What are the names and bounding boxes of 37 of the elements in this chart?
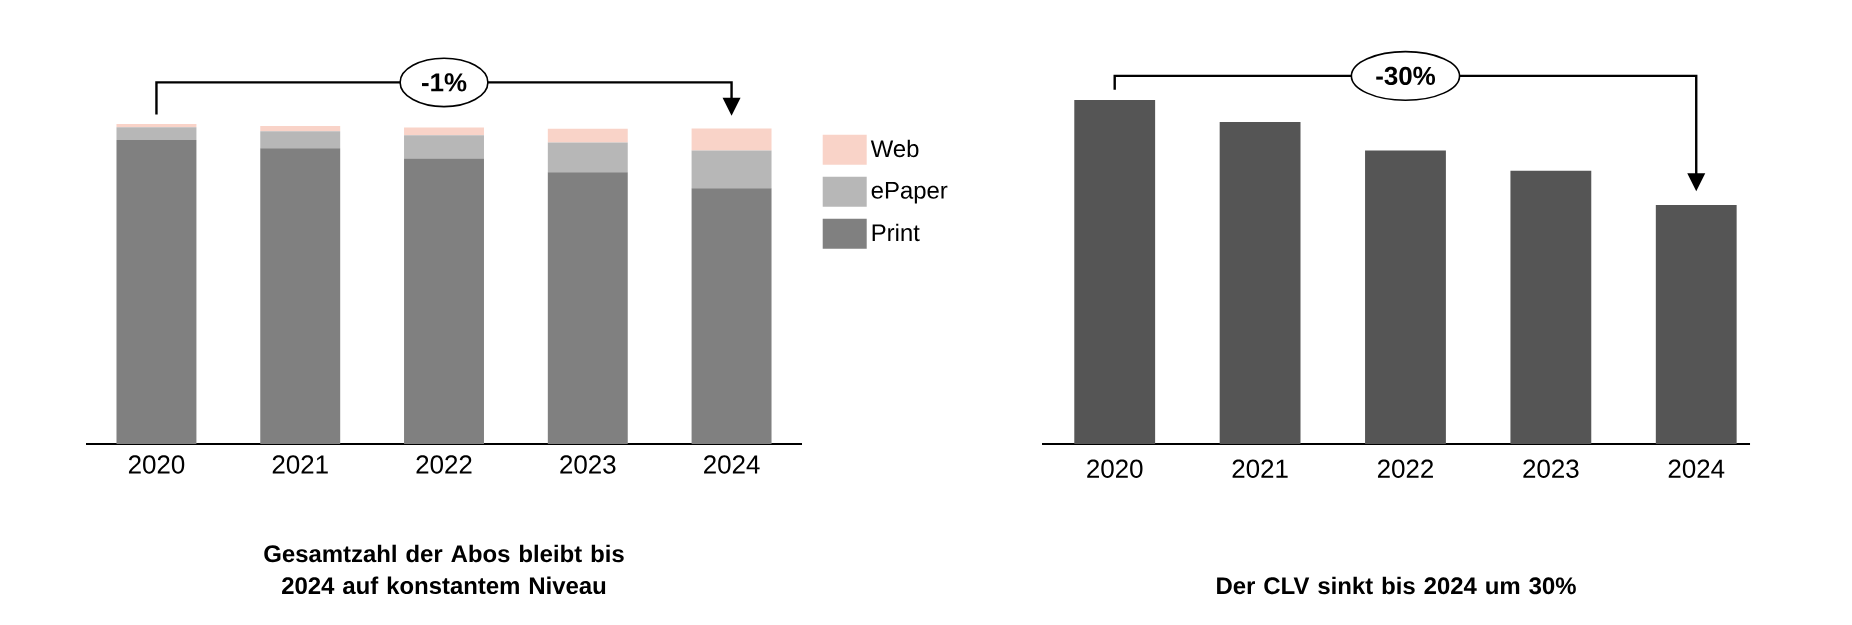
x-tick-label: 2023 [1523,459,1579,478]
bar [1219,122,1301,444]
bar [260,148,341,444]
text: -1% [421,73,467,92]
x-tick-label: 2022 [1377,459,1433,478]
x-tick-label: 2021 [1232,459,1288,478]
bar [404,158,484,444]
bar [1365,150,1446,444]
bar [691,128,772,151]
x-tick-label: 2023 [560,455,616,474]
text: Der CLV sinkt bis 2024 um 30% [1217,576,1576,595]
bar [547,172,628,444]
bar [116,127,197,140]
bar [691,150,772,189]
bar [404,135,484,159]
x-tick-label: 2020 [128,455,185,474]
bar [116,140,197,444]
x-tick-label: 2022 [416,455,472,474]
bar [260,131,341,149]
bar [547,142,628,173]
legend-label: Print [872,223,920,242]
bar [404,127,484,136]
bar [547,128,628,143]
x-tick-label: 2024 [704,455,760,474]
text: -30% [1376,66,1436,86]
bar [116,124,197,128]
bar [691,188,772,444]
x-tick-label: 2021 [272,455,328,474]
x-tick-label: 2020 [1087,459,1143,478]
text: Gesamtzahl der Abos bleibt bis 2024 auf konstantem Niveau [264,544,624,595]
bar [1074,100,1156,444]
legend-label: Web [870,139,919,158]
x-tick-label: 2024 [1668,459,1725,478]
bar [1510,170,1592,444]
bar [260,125,341,132]
bar [1655,204,1737,444]
legend-label: ePaper [871,182,948,204]
